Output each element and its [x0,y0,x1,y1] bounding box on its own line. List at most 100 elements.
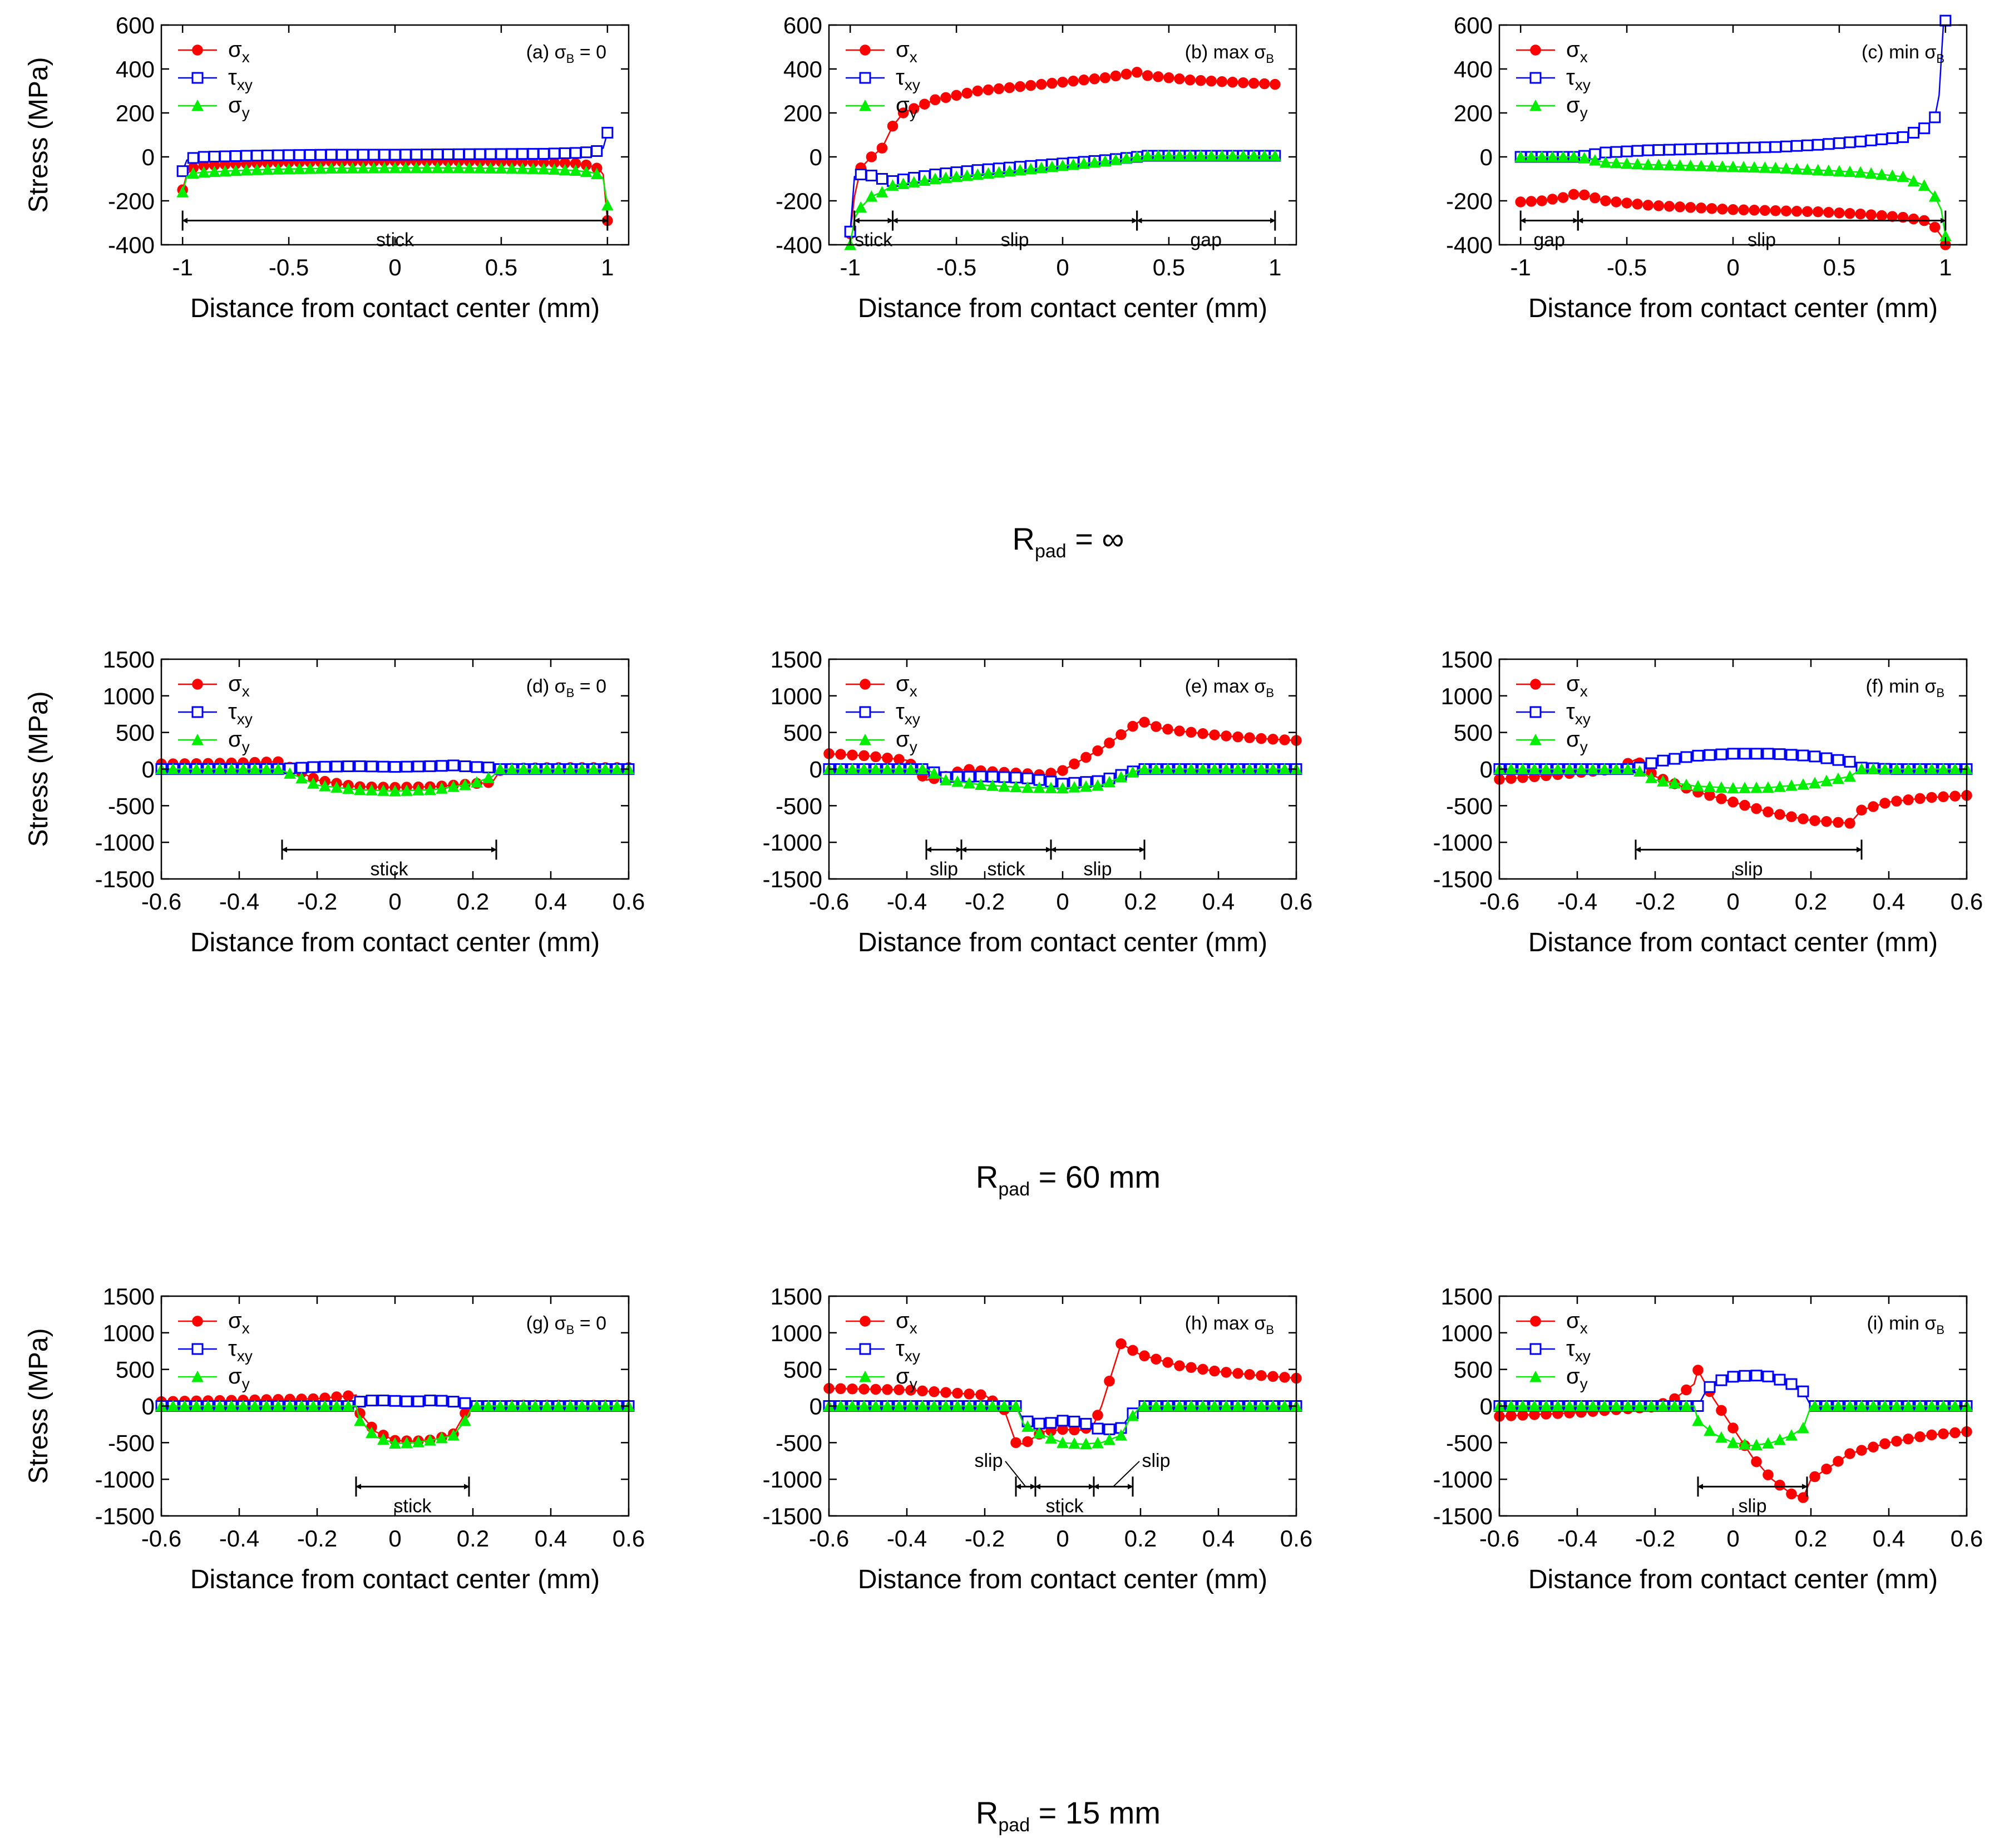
data-point [1587,763,1599,774]
y-tick-label: 600 [116,12,155,38]
data-point [858,763,870,774]
data-point [951,775,964,787]
data-point [516,148,529,160]
data-point [1797,1421,1809,1434]
data-point [1868,801,1879,812]
data-point [1876,210,1888,221]
x-tick-label: 0.6 [1280,1525,1312,1551]
data-point [1812,206,1824,218]
data-point [1057,76,1068,88]
data-point [272,1400,284,1411]
y-tick-label: 1000 [103,1320,155,1346]
legend-marker-sy [191,1370,204,1382]
data-point [354,760,366,772]
data-point [1786,1488,1797,1500]
data-point [1774,1433,1786,1445]
data-point [1786,811,1797,822]
data-point [1706,203,1717,214]
data-point [1057,782,1069,794]
x-tick-label: 0.4 [1873,1525,1905,1551]
x-tick-label: -1 [1510,254,1531,280]
data-point [1515,196,1526,207]
panel-tag-rest: = 0 [574,1313,606,1334]
x-tick-label: -0.2 [1635,1525,1675,1551]
data-point [580,146,593,159]
x-tick-label: -0.2 [965,1525,1005,1551]
y-tick-label: 400 [783,56,822,82]
data-point [1010,780,1022,793]
region-label: stick [855,230,893,251]
y-tick-label: -400 [776,232,822,258]
legend-label-sy: σy [1566,93,1588,121]
legend-sub: y [242,1375,250,1392]
x-tick-label: 0.6 [613,1525,645,1551]
data-point [330,760,343,773]
data-point [1762,1437,1774,1449]
x-axis-label: Distance from contact center (mm) [190,294,600,323]
data-point [401,760,413,773]
data-point [399,161,412,174]
legend-sub: x [910,48,917,66]
data-point [1879,1400,1891,1411]
x-tick-label: 0.6 [1280,888,1312,915]
data-point [494,1400,506,1411]
data-point [1657,775,1669,787]
data-point [1598,763,1611,774]
data-point [908,103,920,114]
data-point [1540,763,1552,774]
x-tick-label: -0.6 [141,888,181,915]
x-axis-label: Distance from contact center (mm) [858,1565,1267,1594]
data-point [1645,757,1657,769]
data-point [1139,717,1150,728]
data-point [1727,797,1739,808]
data-point [1886,169,1899,181]
data-point [1759,161,1771,173]
data-point [399,149,412,161]
x-tick-label: -0.5 [1607,254,1647,280]
y-tick-label: -1000 [95,829,155,856]
y-axis-label: Stress (MPa) [24,691,53,847]
data-point [389,1437,401,1449]
data-point [1791,206,1803,217]
data-point [576,1400,588,1411]
data-point [847,749,858,760]
data-point [1621,145,1633,157]
data-point [1949,790,1961,802]
legend-label-txy: τxy [896,1336,920,1365]
y-tick-label: 1000 [1441,683,1493,709]
x-tick-label: 0.2 [1795,888,1827,915]
data-point [1267,1371,1279,1382]
data-point [1078,75,1089,86]
data-point [442,148,454,160]
x-tick-label: -0.4 [887,888,927,915]
data-point [1237,149,1250,161]
data-point [1552,763,1564,774]
panel-tag-sub: B [1936,52,1944,66]
data-point [1153,71,1164,82]
data-point [366,1395,378,1407]
data-point [442,161,455,174]
data-point [855,169,867,181]
y-tick-label: -1500 [1433,866,1493,892]
data-point [1243,1400,1256,1411]
data-point [1622,763,1634,774]
data-point [1047,77,1058,89]
legend-marker-txy [191,706,204,718]
data-point [314,162,327,174]
panel-tag-main: (d) σ [526,676,566,697]
data-point [1578,189,1590,201]
legend-sub: xy [1575,1347,1591,1365]
chart-panel-a: -1 -0.5 0 0.5 1 -400 -200 0 200 400 600 Distance fr… [24,12,630,323]
panel-tag-sub: B [566,52,575,66]
series-sy [823,763,1302,794]
data-point [1706,142,1718,155]
data-point [1749,205,1760,216]
data-point [1099,72,1111,83]
data-point [897,177,910,189]
y-tick-label: 500 [116,720,155,746]
annotation-leader [1005,1461,1026,1487]
data-point [1621,197,1632,209]
data-point [1774,780,1786,792]
data-point [1727,782,1739,794]
data-point [1811,164,1824,176]
